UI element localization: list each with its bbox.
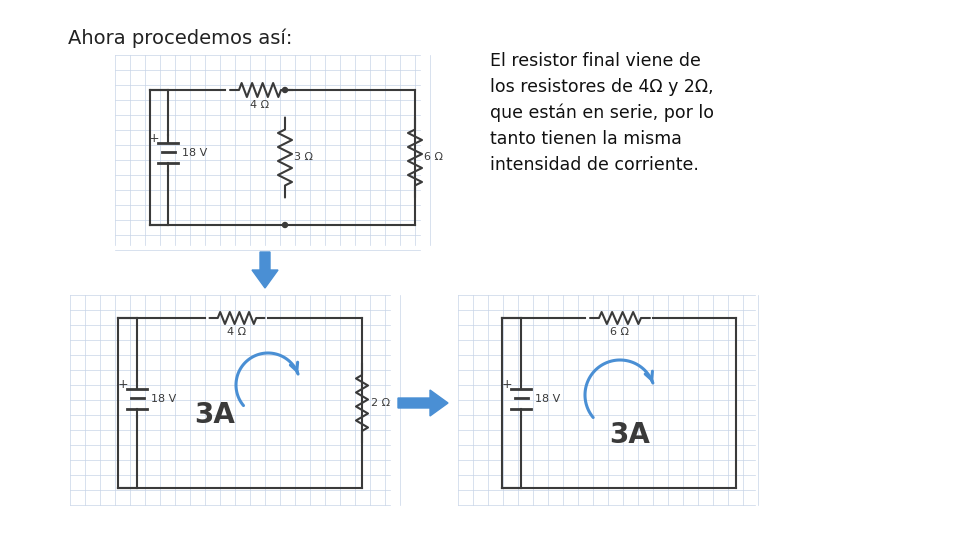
Text: 18 V: 18 V <box>535 394 561 404</box>
Text: 4 Ω: 4 Ω <box>251 100 270 110</box>
Text: 4 Ω: 4 Ω <box>228 327 247 337</box>
Text: 3 Ω: 3 Ω <box>294 152 313 163</box>
Text: +: + <box>118 379 129 392</box>
Text: 6 Ω: 6 Ω <box>611 327 630 337</box>
Text: 3A: 3A <box>195 401 235 429</box>
Text: Ahora procedemos así:: Ahora procedemos así: <box>68 28 293 48</box>
Circle shape <box>282 87 287 92</box>
Text: 3A: 3A <box>610 421 651 449</box>
Text: +: + <box>502 379 513 392</box>
Circle shape <box>282 222 287 227</box>
Text: 18 V: 18 V <box>151 394 177 404</box>
Text: 6 Ω: 6 Ω <box>424 152 443 163</box>
Text: 2 Ω: 2 Ω <box>371 398 390 408</box>
Text: 18 V: 18 V <box>182 148 207 158</box>
Polygon shape <box>398 390 448 416</box>
Text: El resistor final viene de
los resistores de 4Ω y 2Ω,
que están en serie, por lo: El resistor final viene de los resistore… <box>490 52 714 173</box>
Text: +: + <box>149 132 159 145</box>
Polygon shape <box>252 252 278 288</box>
